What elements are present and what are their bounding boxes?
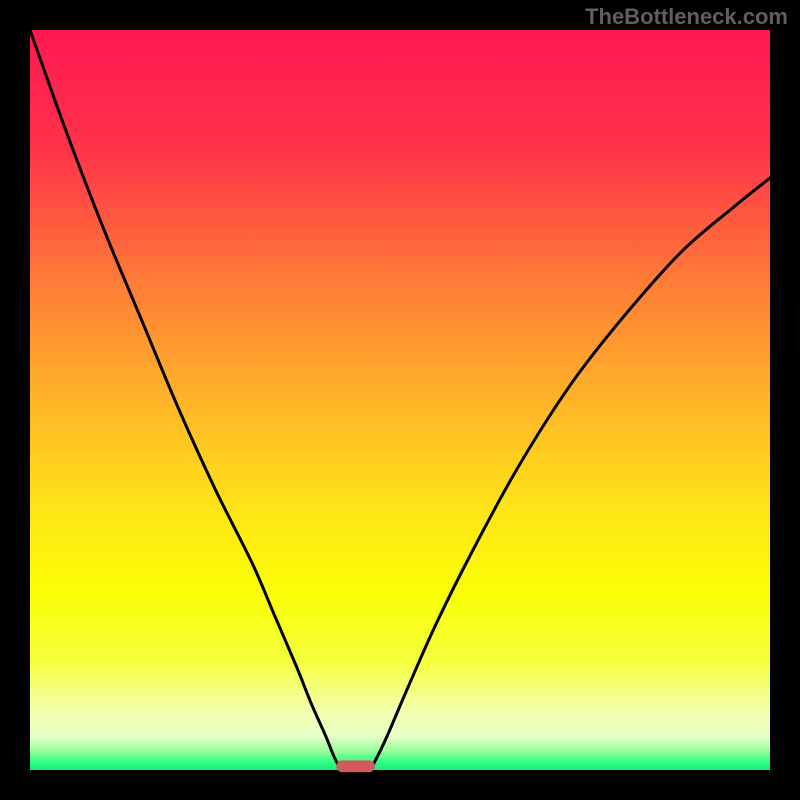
watermark-text: TheBottleneck.com	[585, 4, 788, 30]
chart-container: TheBottleneck.com	[0, 0, 800, 800]
chart-svg	[0, 0, 800, 800]
plot-background	[30, 30, 770, 770]
optimal-marker	[336, 760, 374, 772]
